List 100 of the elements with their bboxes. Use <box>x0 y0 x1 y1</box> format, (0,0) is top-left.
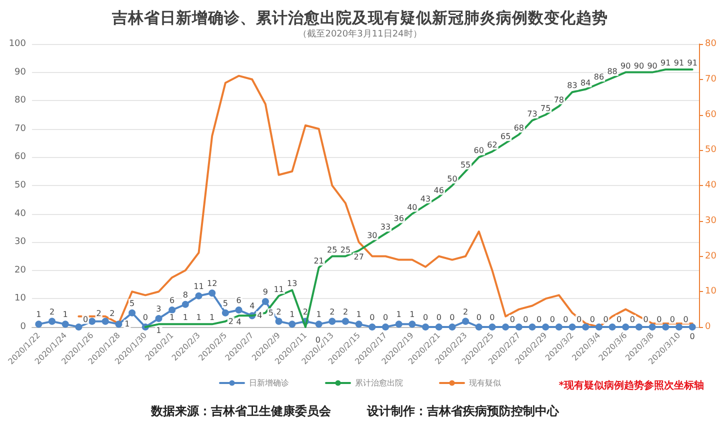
y2-tick-label: 60 <box>705 110 717 120</box>
data-label: 1 <box>124 320 130 329</box>
point <box>408 320 416 328</box>
point <box>35 320 42 328</box>
data-label: 2 <box>302 307 308 316</box>
y-tick-label: 60 <box>14 152 26 162</box>
data-label: 1 <box>156 326 162 336</box>
data-label: 91 <box>674 58 684 68</box>
point <box>622 324 630 330</box>
y-tick-label: 20 <box>14 265 26 276</box>
point <box>235 306 242 314</box>
data-label: 2 <box>228 316 234 326</box>
data-label: 73 <box>527 109 538 118</box>
point <box>555 324 562 330</box>
y2-tick-label: 80 <box>705 39 717 49</box>
y-tick-label: 30 <box>14 237 26 248</box>
point <box>502 324 510 330</box>
data-label: 90 <box>620 61 631 70</box>
legend-label: 现有疑似 <box>469 378 502 388</box>
point <box>288 320 296 328</box>
point <box>328 318 336 325</box>
data-label: 60 <box>474 146 484 156</box>
data-label: 90 <box>634 61 644 70</box>
point <box>395 320 402 328</box>
data-label: 0 <box>82 314 88 324</box>
data-label: 0 <box>656 314 662 324</box>
point <box>688 324 696 330</box>
data-label: 1 <box>396 310 402 320</box>
point <box>422 324 430 330</box>
chart-subtitle: （截至2020年3月11日24时） <box>298 28 422 40</box>
data-label: 0 <box>563 314 568 324</box>
data-label: 91 <box>687 58 698 68</box>
point <box>368 324 376 330</box>
point <box>608 324 616 330</box>
data-label: 40 <box>407 202 418 212</box>
data-label: 21 <box>314 256 324 266</box>
point <box>648 324 656 330</box>
data-label: 5 <box>222 298 228 308</box>
data-label: 36 <box>394 214 404 224</box>
data-label: 27 <box>354 252 364 262</box>
data-label: 0 <box>590 314 595 324</box>
y-tick-label: 80 <box>14 96 26 106</box>
y-tick-label: 90 <box>14 67 26 78</box>
data-label: 6 <box>236 296 242 306</box>
data-label: 1 <box>210 313 215 322</box>
data-label: 0 <box>422 313 428 322</box>
data-label: 2 <box>110 309 115 318</box>
data-label: 0 <box>630 314 635 324</box>
legend-label: 日新增确诊 <box>249 378 289 388</box>
data-label: 4 <box>257 311 262 320</box>
point <box>435 324 442 330</box>
y2-tick-label: 30 <box>705 216 717 226</box>
y-tick-label: 0 <box>20 322 26 332</box>
data-label: 9 <box>262 288 268 297</box>
data-label: 83 <box>567 81 578 90</box>
point <box>102 318 109 325</box>
data-label: 0 <box>536 314 542 324</box>
data-label: 4 <box>236 318 242 327</box>
data-label: 25 <box>327 245 338 254</box>
data-label: 8 <box>182 290 188 300</box>
data-label: 2 <box>276 307 282 316</box>
data-label: 0 <box>490 313 495 322</box>
data-label: 11 <box>274 284 284 294</box>
y2-tick-label: 40 <box>705 180 717 190</box>
point <box>488 324 496 330</box>
point <box>675 324 682 330</box>
data-label: 0 <box>476 313 482 322</box>
data-label: 78 <box>554 95 564 104</box>
data-label: 1 <box>170 313 175 322</box>
y-tick-label: 100 <box>8 39 26 49</box>
data-label: 1 <box>36 310 42 320</box>
data-label: 1 <box>62 310 68 320</box>
point <box>155 315 162 322</box>
text: *现有疑似病例趋势参照次坐标轴 <box>558 380 704 392</box>
y2-tick-label: 50 <box>705 145 717 156</box>
chart-title: 吉林省日新增确诊、累计治愈出院及现有疑似新冠肺炎病例数变化趋势 <box>111 9 608 27</box>
point <box>195 292 202 300</box>
data-label: 0 <box>690 332 695 341</box>
data-label: 11 <box>194 282 204 291</box>
point <box>635 324 642 330</box>
point <box>475 324 482 330</box>
y2-tick-label: 10 <box>705 286 717 297</box>
data-label: 5 <box>268 308 274 318</box>
point <box>595 324 602 330</box>
point <box>662 324 670 330</box>
data-label: 0 <box>142 313 148 322</box>
data-label: 2 <box>330 307 335 316</box>
data-label: 0 <box>576 314 582 324</box>
point <box>208 290 216 297</box>
data-label: 1 <box>290 310 295 320</box>
data-label: 25 <box>340 245 351 254</box>
point <box>128 309 136 316</box>
data-label: 0 <box>370 313 375 322</box>
point <box>182 300 189 308</box>
data-label: 2 <box>342 307 348 316</box>
data-label: 0 <box>382 313 388 322</box>
data-label: 1 <box>410 310 415 320</box>
data-label: 2 <box>49 307 55 316</box>
data-label: 0 <box>670 314 675 324</box>
point <box>382 324 390 330</box>
